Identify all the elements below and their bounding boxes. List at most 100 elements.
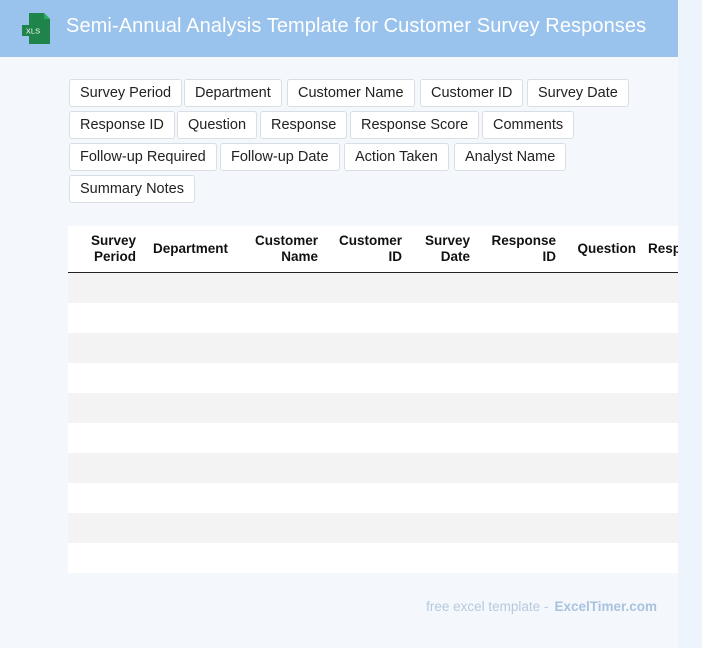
chip-customer-id[interactable]: Customer ID [420,79,524,107]
data-table-container[interactable]: Survey Period Department Customer Name Cus… [68,226,678,573]
table-cell[interactable] [408,303,476,333]
chip-follow-up-required[interactable]: Follow-up Required [69,143,217,171]
table-cell[interactable] [562,543,642,573]
table-cell[interactable] [562,333,642,363]
table-cell[interactable] [476,483,562,513]
footer-brand-link[interactable]: ExcelTimer.com [554,599,657,614]
table-cell[interactable] [68,453,142,483]
table-cell[interactable] [68,513,142,543]
chip-customer-name[interactable]: Customer Name [287,79,415,107]
table-cell[interactable] [408,423,476,453]
table-cell[interactable] [642,303,678,333]
table-cell[interactable] [142,363,234,393]
table-cell[interactable] [408,453,476,483]
table-cell[interactable] [234,363,324,393]
table-cell[interactable] [234,513,324,543]
table-cell[interactable] [642,393,678,423]
table-cell[interactable] [408,363,476,393]
table-cell[interactable] [142,453,234,483]
table-cell[interactable] [68,272,142,303]
table-cell[interactable] [408,333,476,363]
table-cell[interactable] [476,423,562,453]
table-cell[interactable] [142,543,234,573]
table-cell[interactable] [642,333,678,363]
table-cell[interactable] [562,303,642,333]
table-cell[interactable] [642,483,678,513]
table-cell[interactable] [234,423,324,453]
chip-action-taken[interactable]: Action Taken [344,143,449,171]
table-cell[interactable] [324,333,408,363]
chip-survey-date[interactable]: Survey Date [527,79,629,107]
table-cell[interactable] [68,483,142,513]
table-cell[interactable] [408,483,476,513]
table-cell[interactable] [476,393,562,423]
table-cell[interactable] [324,543,408,573]
table-cell[interactable] [142,483,234,513]
table-cell[interactable] [476,363,562,393]
table-cell[interactable] [324,513,408,543]
column-header-survey-date[interactable]: Survey Date [408,226,476,273]
table-cell[interactable] [234,483,324,513]
column-header-customer-id[interactable]: Customer ID [324,226,408,273]
table-cell[interactable] [68,333,142,363]
table-cell[interactable] [142,333,234,363]
table-cell[interactable] [68,363,142,393]
table-cell[interactable] [408,513,476,543]
table-cell[interactable] [324,483,408,513]
table-cell[interactable] [324,453,408,483]
column-header-response-id[interactable]: Response ID [476,226,562,273]
chip-follow-up-date[interactable]: Follow-up Date [220,143,340,171]
table-cell[interactable] [324,423,408,453]
chip-summary-notes[interactable]: Summary Notes [69,175,195,203]
table-cell[interactable] [234,333,324,363]
table-cell[interactable] [142,272,234,303]
column-header-survey-period[interactable]: Survey Period [68,226,142,273]
table-cell[interactable] [562,423,642,453]
chip-analyst-name[interactable]: Analyst Name [454,143,567,171]
table-cell[interactable] [642,272,678,303]
table-cell[interactable] [476,543,562,573]
table-cell[interactable] [234,303,324,333]
chip-response-score[interactable]: Response Score [350,111,480,139]
table-cell[interactable] [324,272,408,303]
table-cell[interactable] [324,303,408,333]
table-cell[interactable] [68,393,142,423]
table-cell[interactable] [642,543,678,573]
table-cell[interactable] [142,423,234,453]
table-cell[interactable] [68,543,142,573]
chip-comments[interactable]: Comments [482,111,575,139]
table-cell[interactable] [642,423,678,453]
column-header-department[interactable]: Department [142,226,234,273]
column-header-question[interactable]: Question [562,226,642,273]
table-cell[interactable] [562,393,642,423]
table-cell[interactable] [234,453,324,483]
table-cell[interactable] [562,272,642,303]
column-header-customer-name[interactable]: Customer Name [234,226,324,273]
table-cell[interactable] [562,513,642,543]
table-cell[interactable] [476,303,562,333]
table-cell[interactable] [234,393,324,423]
table-cell[interactable] [68,423,142,453]
chip-response[interactable]: Response [260,111,348,139]
table-cell[interactable] [642,453,678,483]
chip-question[interactable]: Question [177,111,258,139]
table-cell[interactable] [408,393,476,423]
table-cell[interactable] [408,272,476,303]
table-cell[interactable] [476,272,562,303]
table-cell[interactable] [324,393,408,423]
table-cell[interactable] [562,453,642,483]
table-cell[interactable] [642,363,678,393]
column-header-response[interactable]: Resp [642,226,678,273]
table-cell[interactable] [68,303,142,333]
table-cell[interactable] [234,543,324,573]
table-cell[interactable] [476,453,562,483]
table-cell[interactable] [142,513,234,543]
table-cell[interactable] [408,543,476,573]
table-cell[interactable] [234,272,324,303]
chip-response-id[interactable]: Response ID [69,111,175,139]
table-cell[interactable] [324,363,408,393]
chip-department[interactable]: Department [184,79,282,107]
chip-survey-period[interactable]: Survey Period [69,79,183,107]
table-cell[interactable] [562,483,642,513]
table-cell[interactable] [562,363,642,393]
